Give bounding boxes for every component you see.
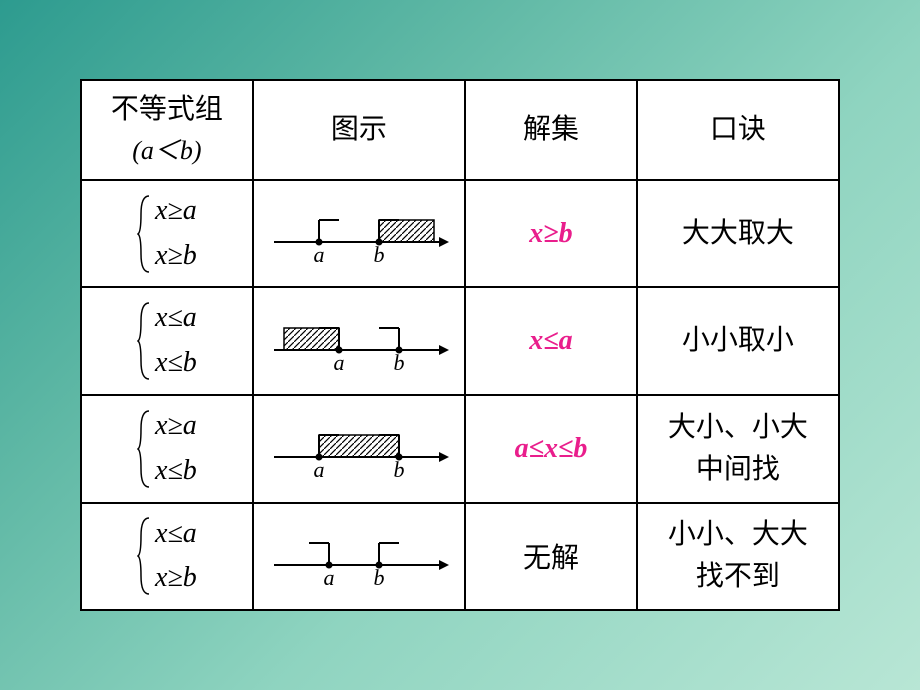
ineq-line: x≥b <box>155 234 197 279</box>
solution-text: 无解 <box>523 543 579 574</box>
ineq-line: x≥a <box>155 404 197 449</box>
ineq-line: x≤a <box>155 512 197 557</box>
diagram-cell: ab <box>253 180 465 288</box>
mnemonic-cell: 大小、小大 中间找 <box>637 395 839 503</box>
table-row: x≥a x≤b ab a≤x≤b 大小、小大 中间找 <box>81 395 839 503</box>
mnemonic-line: 中间找 <box>644 449 832 491</box>
ineq-line: x≥a <box>155 189 197 234</box>
ineq-line: x≤b <box>155 341 197 386</box>
solution-cell: a≤x≤b <box>465 395 637 503</box>
header-mnemonic: 口诀 <box>637 80 839 180</box>
system-cell: x≥a x≥b <box>81 180 253 288</box>
header-diagram: 图示 <box>253 80 465 180</box>
system-cell: x≤a x≥b <box>81 503 253 611</box>
header-system-cond: (a＜b) <box>88 131 246 170</box>
system-cell: x≤a x≤b <box>81 287 253 395</box>
svg-text:a: a <box>323 565 334 590</box>
svg-text:a: a <box>313 242 324 267</box>
mnemonic-cell: 小小取小 <box>637 287 839 395</box>
ineq-line: x≥b <box>155 556 197 601</box>
ineq-line: x≤b <box>155 449 197 494</box>
mnemonic-cell: 小小、大大 找不到 <box>637 503 839 611</box>
solution-cell: x≥b <box>465 180 637 288</box>
brace-icon <box>137 194 151 274</box>
solution-text: a≤x≤b <box>515 433 588 464</box>
mnemonic-cell: 大大取大 <box>637 180 839 288</box>
number-line-diagram: ab <box>264 300 454 378</box>
diagram-cell: ab <box>253 503 465 611</box>
header-solution: 解集 <box>465 80 637 180</box>
table-row: x≥a x≥b ab x≥b 大大取大 <box>81 180 839 288</box>
mnemonic-line: 小小、大大 <box>644 514 832 556</box>
inequality-table: 不等式组 (a＜b) 图示 解集 口诀 x≥a x≥b ab x≥b 大大取大 … <box>80 79 840 611</box>
svg-text:b: b <box>393 457 404 482</box>
number-line-diagram: ab <box>264 192 454 270</box>
system-cell: x≥a x≤b <box>81 395 253 503</box>
solution-cell: 无解 <box>465 503 637 611</box>
diagram-cell: ab <box>253 287 465 395</box>
brace-icon <box>137 409 151 489</box>
solution-cell: x≤a <box>465 287 637 395</box>
number-line-diagram: ab <box>264 515 454 593</box>
brace-icon <box>137 301 151 381</box>
svg-text:b: b <box>373 242 384 267</box>
svg-text:a: a <box>333 350 344 375</box>
mnemonic-line: 大小、小大 <box>644 407 832 449</box>
svg-text:b: b <box>373 565 384 590</box>
header-row: 不等式组 (a＜b) 图示 解集 口诀 <box>81 80 839 180</box>
table-row: x≤a x≤b ab x≤a 小小取小 <box>81 287 839 395</box>
solution-text: x≥b <box>529 218 572 249</box>
brace-icon <box>137 516 151 596</box>
solution-text: x≤a <box>529 325 572 356</box>
header-system: 不等式组 (a＜b) <box>81 80 253 180</box>
mnemonic-line: 找不到 <box>644 556 832 598</box>
header-system-title: 不等式组 <box>88 89 246 131</box>
diagram-cell: ab <box>253 395 465 503</box>
ineq-line: x≤a <box>155 296 197 341</box>
svg-text:a: a <box>313 457 324 482</box>
svg-text:b: b <box>393 350 404 375</box>
number-line-diagram: ab <box>264 407 454 485</box>
table-row: x≤a x≥b ab 无解 小小、大大 找不到 <box>81 503 839 611</box>
